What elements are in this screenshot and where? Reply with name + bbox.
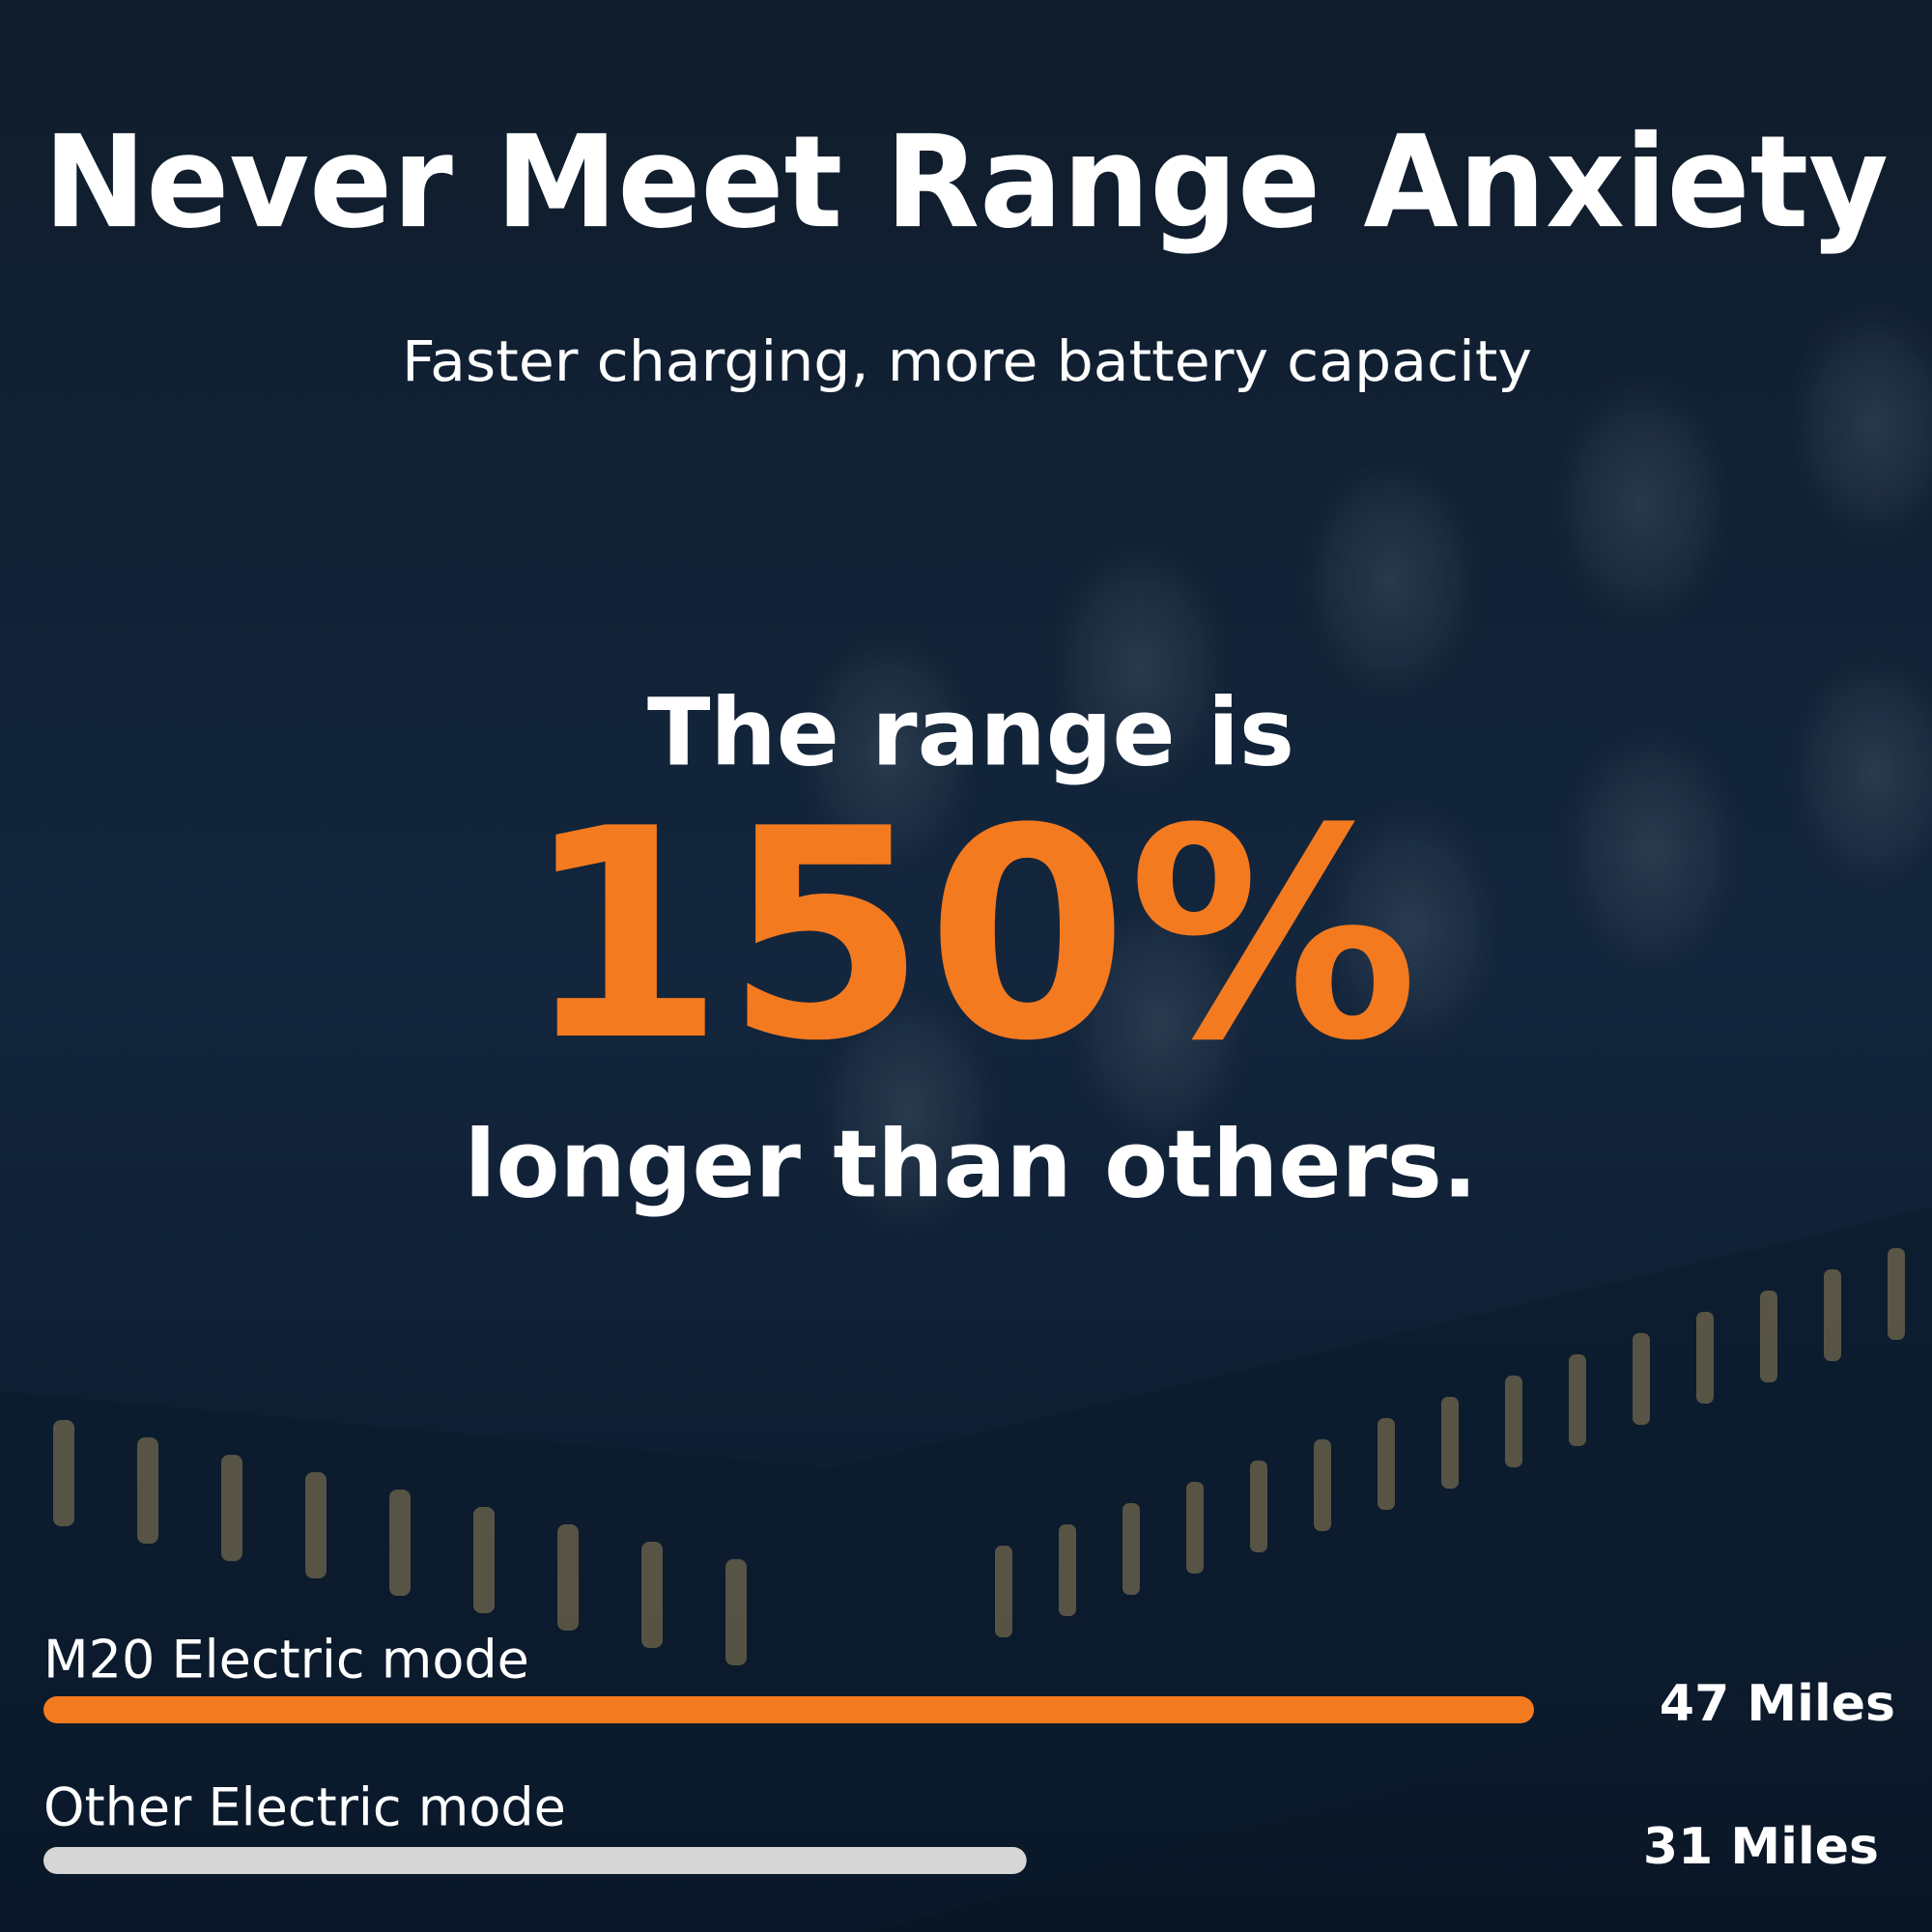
pin — [53, 1420, 74, 1526]
highlight-number: 150% — [524, 767, 1419, 1104]
pin — [1696, 1312, 1714, 1404]
pins-decoration — [53, 1248, 1905, 1665]
pin — [641, 1542, 663, 1648]
pin — [1186, 1482, 1204, 1574]
pin — [1250, 1461, 1267, 1552]
pin — [1314, 1439, 1331, 1531]
subtitle: Faster charging, more battery capacity — [402, 328, 1532, 394]
pin — [1378, 1418, 1395, 1510]
pin — [1505, 1376, 1522, 1467]
bar — [43, 1847, 1027, 1874]
pin — [1888, 1248, 1905, 1340]
value-label: 47 Miles — [1660, 1675, 1895, 1733]
headline: longer than others. — [465, 1110, 1478, 1218]
headline: The range is — [647, 678, 1294, 786]
pin — [221, 1455, 242, 1561]
category-label: Other Electric mode — [43, 1777, 566, 1838]
pin — [1633, 1333, 1650, 1425]
pin — [305, 1472, 327, 1578]
pin — [725, 1559, 747, 1665]
pin — [473, 1507, 495, 1613]
pin — [1569, 1354, 1586, 1446]
category-label: M20 Electric mode — [43, 1630, 529, 1690]
pin — [1824, 1269, 1841, 1361]
pin — [389, 1490, 411, 1596]
pin — [1441, 1397, 1459, 1489]
pin — [1122, 1503, 1140, 1595]
pin — [557, 1524, 579, 1631]
pin — [1059, 1524, 1076, 1616]
pin — [995, 1546, 1012, 1637]
bar — [43, 1696, 1534, 1723]
pin — [137, 1437, 158, 1544]
chart-title: Never Meet Range Anxiety — [43, 108, 1889, 257]
value-label: 31 Miles — [1643, 1818, 1879, 1876]
battery-decoration — [0, 304, 1932, 1932]
pin — [1760, 1291, 1777, 1382]
